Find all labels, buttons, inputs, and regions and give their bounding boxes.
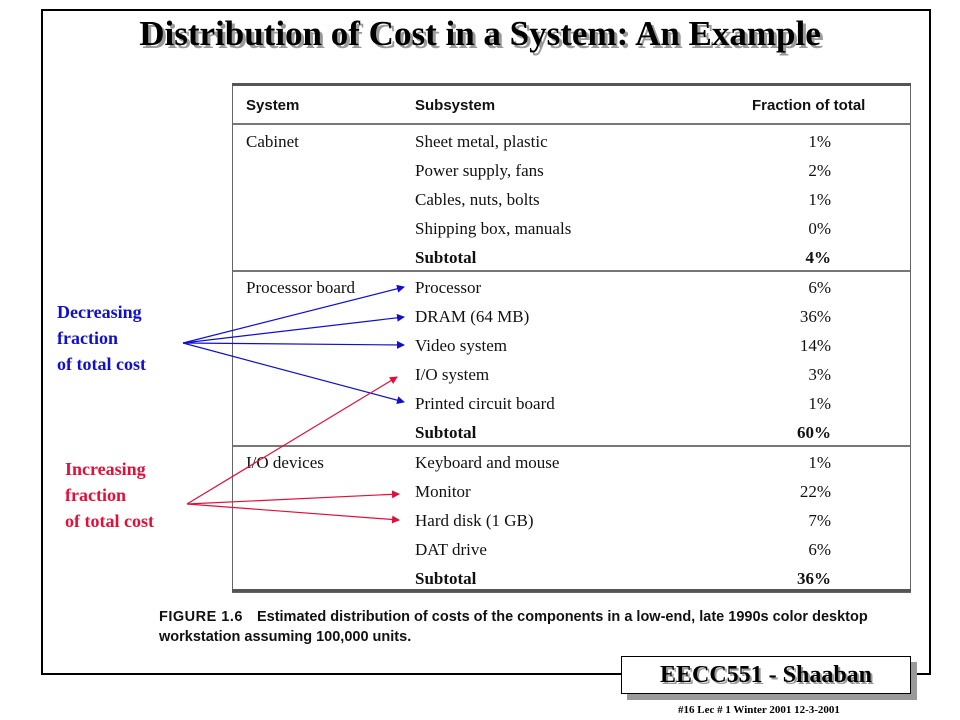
table-row: DRAM (64 MB) [415, 307, 530, 326]
table-row: Printed circuit board [415, 394, 555, 413]
increasing-arrows [186, 376, 400, 524]
header-fraction: Fraction of total [752, 97, 866, 114]
table-row: Monitor [415, 482, 471, 501]
system-processor-board: Processor board [246, 278, 356, 297]
fraction-cell: 3% [808, 365, 831, 384]
table-row: Sheet metal, plastic [415, 132, 548, 151]
cost-table: System Subsystem Fraction of total Cabin… [232, 83, 911, 593]
arrow-to-printed-circuit-board [182, 342, 405, 405]
fraction-cell: 36% [799, 307, 831, 326]
arrow-to-monitor [186, 490, 400, 505]
header-system: System [246, 97, 300, 114]
table-row: Processor [415, 278, 482, 297]
fraction-cell: 1% [808, 132, 831, 151]
subtotal-value: 60% [797, 423, 831, 442]
arrow-to-io-system [186, 376, 398, 505]
table-row: Video system [415, 336, 507, 355]
annotation-line: fraction [65, 485, 126, 505]
slide-title: Distribution of Cost in a System: An Exa… [139, 14, 821, 53]
table-row: Hard disk (1 GB) [415, 511, 534, 530]
course-badge: EECC551 - Shaaban [621, 656, 911, 694]
fraction-cell: 6% [808, 278, 831, 297]
annotation-line: of total cost [57, 354, 146, 374]
table-row: I/O system [415, 365, 490, 384]
group-rule-1 [233, 270, 910, 272]
figure-caption: FIGURE 1.6 Estimated distribution of cost… [159, 607, 919, 647]
caption-text: Estimated distribution of costs of the c… [159, 609, 868, 645]
table-row: Power supply, fans [415, 161, 544, 180]
fraction-cell: 22% [799, 482, 831, 501]
slide-footer: #16 Lec # 1 Winter 2001 12-3-2001 [678, 704, 840, 716]
figure-number: FIGURE 1.6 [159, 609, 243, 625]
table-row: DAT drive [415, 540, 487, 559]
table-bottom-rule [232, 589, 911, 592]
group-rule-2 [233, 445, 910, 447]
arrow-to-dram [182, 313, 405, 344]
header-rule [233, 123, 910, 125]
subtotal-value: 4% [805, 248, 832, 267]
increasing-annotation: Increasing fraction of total cost [65, 456, 154, 534]
annotation-line: Decreasing [57, 302, 142, 322]
system-cabinet: Cabinet [246, 132, 299, 151]
fraction-cell: 1% [808, 453, 831, 472]
fraction-cell: 14% [799, 336, 831, 355]
decreasing-annotation: Decreasing fraction of total cost [57, 299, 146, 377]
fraction-cell: 1% [808, 394, 831, 413]
arrow-to-video-system [182, 340, 405, 349]
fraction-cell: 2% [808, 161, 831, 180]
fraction-cell: 6% [808, 540, 831, 559]
fraction-cell: 1% [808, 190, 831, 209]
decreasing-arrows [182, 284, 405, 405]
annotation-line: of total cost [65, 511, 154, 531]
arrow-to-hard-disk [186, 503, 400, 524]
system-io-devices: I/O devices [246, 453, 324, 472]
table-row: Keyboard and mouse [415, 453, 560, 472]
subtotal-label: Subtotal [415, 423, 477, 442]
table-row: Cables, nuts, bolts [415, 190, 540, 209]
table-top-rule [232, 83, 911, 86]
annotation-line: fraction [57, 328, 118, 348]
subtotal-label: Subtotal [415, 248, 477, 267]
subtotal-value: 36% [797, 569, 831, 588]
fraction-cell: 0% [808, 219, 831, 238]
arrow-to-processor [182, 284, 405, 344]
fraction-cell: 7% [808, 511, 831, 530]
subtotal-label: Subtotal [415, 569, 477, 588]
table-row: Shipping box, manuals [415, 219, 572, 238]
header-subsystem: Subsystem [415, 97, 496, 114]
annotation-line: Increasing [65, 459, 146, 479]
